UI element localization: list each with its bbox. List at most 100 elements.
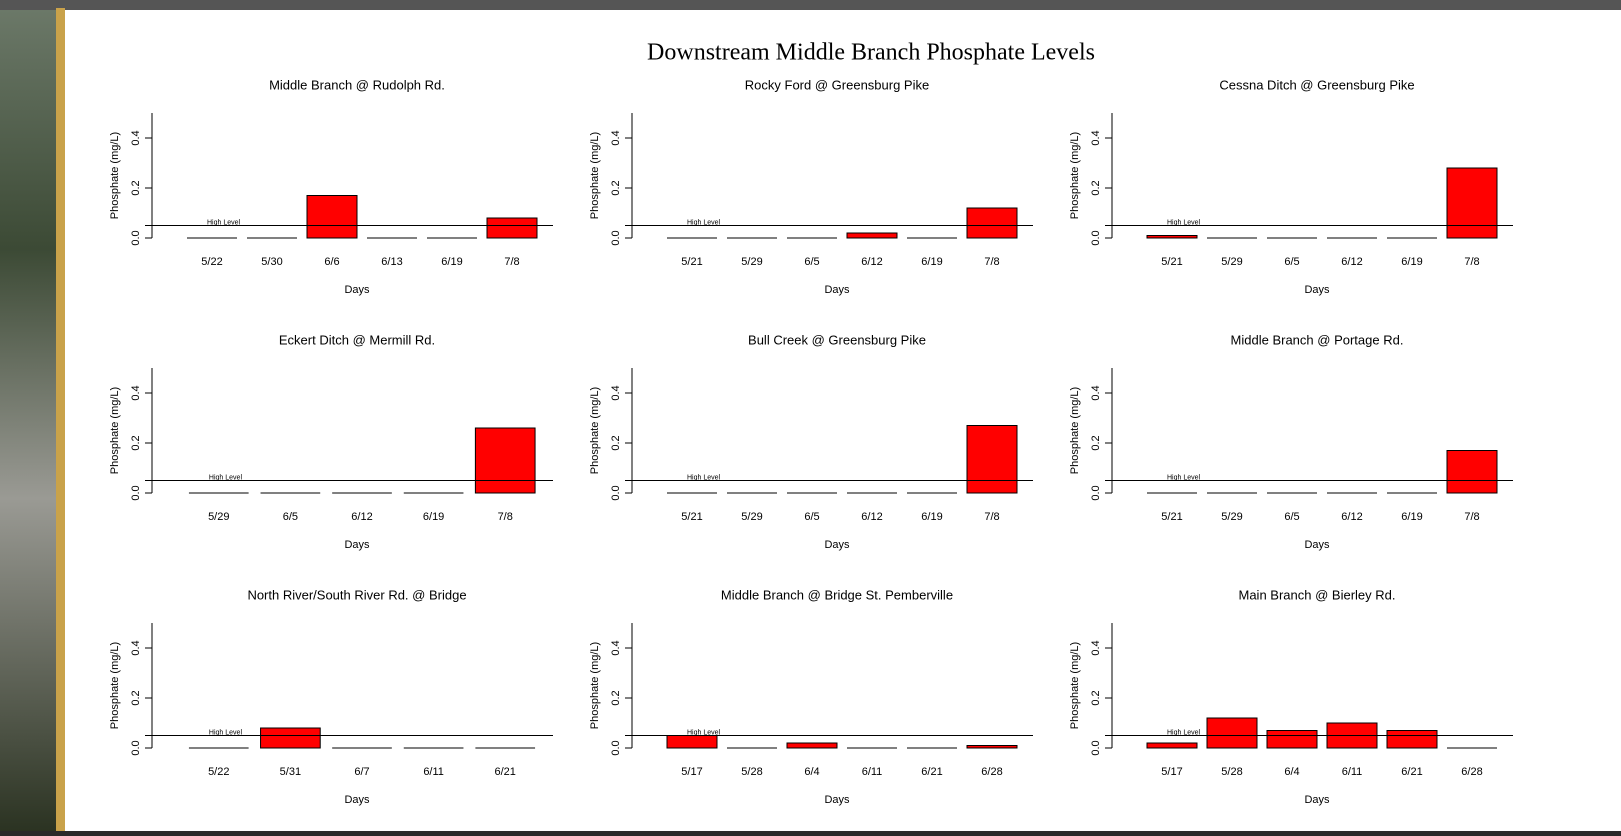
chart-title: Bull Creek @ Greensburg Pike [748, 332, 926, 347]
x-tick-label: 6/19 [1401, 256, 1422, 268]
y-tick-label: 0.4 [130, 385, 142, 400]
x-tick-label: 5/21 [681, 256, 702, 268]
y-tick-label: 0.2 [130, 180, 142, 195]
y-tick-label: 0.0 [1090, 485, 1102, 500]
x-tick-label: 5/21 [1161, 256, 1182, 268]
panel [65, 10, 1621, 831]
chart-title: Middle Branch @ Rudolph Rd. [269, 77, 445, 92]
y-axis-label: Phosphate (mg/L) [1069, 387, 1081, 474]
y-tick-label: 0.2 [1090, 180, 1102, 195]
x-tick-label: 6/7 [354, 766, 369, 778]
x-tick-label: 6/11 [1342, 766, 1363, 778]
x-tick-label: 6/28 [1461, 766, 1482, 778]
threshold-label: High Level [209, 729, 243, 736]
bar [1267, 731, 1317, 749]
threshold-label: High Level [1167, 729, 1201, 736]
x-tick-label: 6/12 [1341, 256, 1362, 268]
x-tick-label: 6/11 [423, 766, 444, 778]
threshold-label: High Level [687, 219, 721, 226]
bar [847, 233, 897, 238]
x-tick-label: 6/21 [495, 766, 516, 778]
y-tick-label: 0.4 [130, 130, 142, 145]
x-tick-label: 6/19 [441, 256, 462, 268]
slide-canvas: Downstream Middle Branch Phosphate Level… [0, 0, 1621, 831]
x-tick-label: 6/19 [1401, 511, 1422, 523]
chart-title: Rocky Ford @ Greensburg Pike [745, 77, 929, 92]
x-tick-label: 6/21 [921, 766, 942, 778]
x-tick-label: 6/5 [804, 256, 819, 268]
x-tick-label: 7/8 [984, 511, 999, 523]
x-tick-label: 5/29 [1221, 256, 1242, 268]
y-tick-label: 0.0 [1090, 740, 1102, 755]
y-axis-label: Phosphate (mg/L) [109, 642, 121, 729]
bar [967, 208, 1017, 238]
x-tick-label: 6/6 [324, 256, 339, 268]
x-axis-label: Days [344, 284, 370, 296]
chart-title: Cessna Ditch @ Greensburg Pike [1219, 77, 1414, 92]
y-tick-label: 0.0 [130, 230, 142, 245]
y-axis-label: Phosphate (mg/L) [1069, 132, 1081, 219]
y-tick-label: 0.4 [1090, 130, 1102, 145]
y-axis-label: Phosphate (mg/L) [1069, 642, 1081, 729]
y-tick-label: 0.0 [130, 740, 142, 755]
bar [1207, 718, 1257, 748]
y-tick-label: 0.0 [1090, 230, 1102, 245]
chart-title: Middle Branch @ Portage Rd. [1231, 332, 1404, 347]
y-tick-label: 0.2 [610, 690, 622, 705]
x-axis-label: Days [1304, 794, 1330, 806]
y-axis-label: Phosphate (mg/L) [109, 132, 121, 219]
x-tick-label: 5/17 [681, 766, 702, 778]
x-tick-label: 5/22 [208, 766, 229, 778]
x-tick-label: 6/13 [381, 256, 402, 268]
x-tick-label: 7/8 [1464, 511, 1479, 523]
x-tick-label: 5/29 [741, 256, 762, 268]
x-tick-label: 5/30 [261, 256, 282, 268]
top-strip [0, 0, 1621, 10]
y-tick-label: 0.0 [130, 485, 142, 500]
x-tick-label: 7/8 [1464, 256, 1479, 268]
bar [307, 196, 357, 239]
x-tick-label: 5/21 [1161, 511, 1182, 523]
x-axis-label: Days [344, 539, 370, 551]
x-tick-label: 6/19 [921, 511, 942, 523]
x-tick-label: 6/12 [861, 511, 882, 523]
threshold-label: High Level [1167, 474, 1201, 481]
bar [1447, 168, 1497, 238]
chart-title: North River/South River Rd. @ Bridge [247, 587, 466, 602]
x-axis-label: Days [824, 794, 850, 806]
page-title: Downstream Middle Branch Phosphate Level… [647, 40, 1095, 66]
x-tick-label: 6/12 [351, 511, 372, 523]
y-tick-label: 0.4 [1090, 640, 1102, 655]
x-axis-label: Days [824, 284, 850, 296]
bar [261, 728, 321, 748]
y-tick-label: 0.2 [130, 435, 142, 450]
bar [1147, 743, 1197, 748]
x-tick-label: 7/8 [504, 256, 519, 268]
y-axis-label: Phosphate (mg/L) [589, 642, 601, 729]
chart-title: Eckert Ditch @ Mermill Rd. [279, 332, 435, 347]
x-tick-label: 7/8 [984, 256, 999, 268]
y-tick-label: 0.2 [610, 180, 622, 195]
x-tick-label: 6/5 [283, 511, 298, 523]
bar [1387, 731, 1437, 749]
x-tick-label: 6/4 [1284, 766, 1299, 778]
threshold-label: High Level [687, 729, 721, 736]
y-axis-label: Phosphate (mg/L) [109, 387, 121, 474]
y-tick-label: 0.0 [610, 740, 622, 755]
y-tick-label: 0.4 [1090, 385, 1102, 400]
y-tick-label: 0.2 [610, 435, 622, 450]
x-tick-label: 6/19 [921, 256, 942, 268]
x-tick-label: 5/28 [1221, 766, 1242, 778]
y-tick-label: 0.4 [130, 640, 142, 655]
x-tick-label: 6/4 [804, 766, 819, 778]
x-tick-label: 6/19 [423, 511, 444, 523]
threshold-label: High Level [1167, 219, 1201, 226]
x-tick-label: 5/21 [681, 511, 702, 523]
x-tick-label: 6/21 [1401, 766, 1422, 778]
x-tick-label: 6/28 [981, 766, 1002, 778]
x-tick-label: 5/29 [1221, 511, 1242, 523]
x-tick-label: 6/11 [862, 766, 883, 778]
bar [967, 426, 1017, 494]
bar [787, 743, 837, 748]
y-tick-label: 0.0 [610, 230, 622, 245]
